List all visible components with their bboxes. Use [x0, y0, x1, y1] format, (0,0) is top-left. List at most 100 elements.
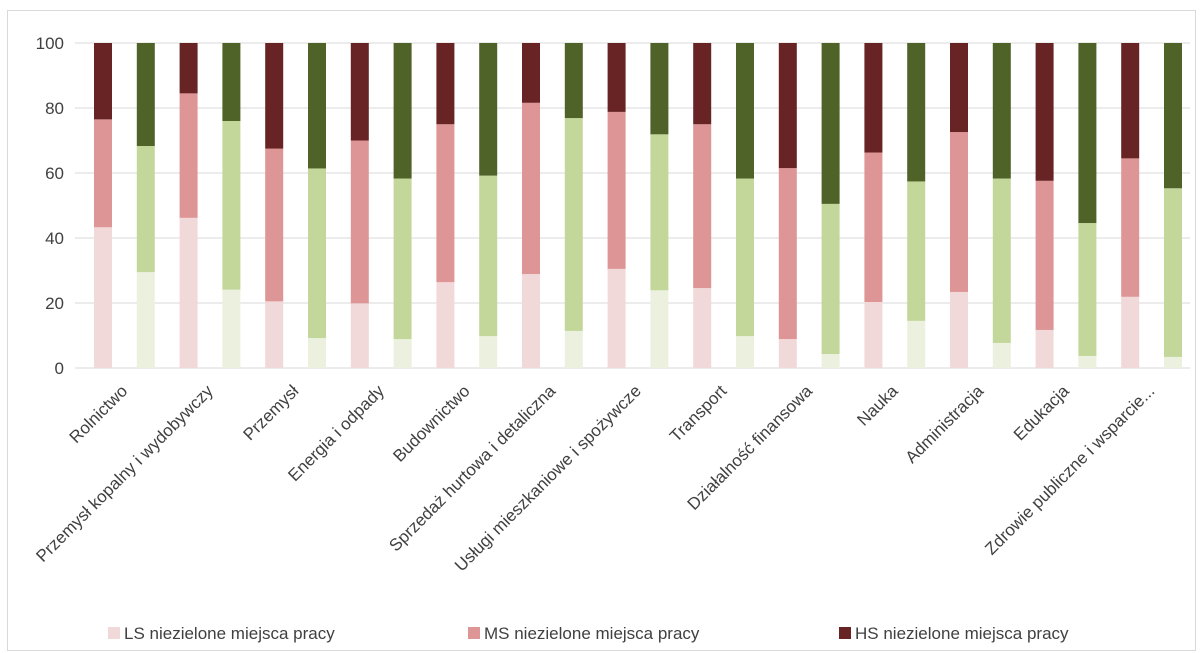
y-tick-label: 80	[45, 99, 64, 118]
bar-segment	[222, 289, 241, 368]
bar-segment	[821, 203, 840, 355]
y-tick-label: 0	[55, 359, 64, 378]
bar-segment	[778, 339, 797, 368]
bar-segment	[693, 124, 712, 289]
bar-segment	[393, 43, 412, 179]
bar-segment	[479, 336, 498, 368]
bar-segment	[907, 320, 926, 368]
category-label: Budownictwo	[389, 381, 473, 465]
category-label: Transport	[666, 381, 731, 446]
bar-segment	[736, 43, 754, 179]
legend-label: MS niezielone miejsca pracy	[484, 624, 700, 643]
bar-segment	[864, 43, 883, 153]
bar-segment	[436, 282, 455, 368]
bar-segment	[1035, 180, 1054, 330]
bar-segment	[1164, 43, 1182, 189]
y-tick-label: 20	[45, 294, 64, 313]
bar-segment	[479, 175, 498, 337]
bar-segment	[94, 43, 112, 120]
bar-segment	[607, 268, 626, 368]
category-label: Rolnictwo	[66, 381, 132, 447]
bar-segment	[1035, 43, 1054, 181]
category-label: Administracja	[902, 381, 988, 467]
bar-segment	[136, 43, 155, 147]
bar-segment	[136, 146, 155, 273]
bar-segment	[1078, 43, 1097, 224]
bar-segment	[1164, 356, 1182, 368]
bar-segment	[778, 168, 797, 340]
category-label: Sprzedaż hurtowa i detaliczna	[385, 381, 559, 555]
bar-segment	[265, 43, 284, 149]
y-axis: 0 20 40 60 80 100	[36, 34, 64, 378]
bar-segment	[522, 274, 540, 368]
category-label: Edukacja	[1010, 381, 1073, 444]
bar-segment	[479, 43, 498, 176]
bar-segment	[393, 339, 412, 368]
bar-segment	[222, 43, 241, 121]
bar-segment	[350, 43, 369, 141]
category-label: Przemysł kopalny i wydobywczy	[32, 381, 217, 566]
bar-segment	[907, 181, 926, 321]
bar-segment	[992, 342, 1011, 368]
bar-segment	[950, 43, 968, 133]
y-tick-label: 60	[45, 164, 64, 183]
y-tick-label: 100	[36, 34, 64, 53]
bar-segment	[650, 290, 669, 368]
category-label: Usługi mieszkaniowe i spożywcze	[451, 381, 645, 575]
bar-segment	[94, 119, 112, 228]
category-label: Nauka	[853, 381, 902, 430]
bar-segment	[1121, 43, 1140, 159]
bar-segment	[564, 330, 583, 368]
bar-segment	[564, 118, 583, 331]
bar-segment	[436, 43, 455, 125]
bar-segment	[650, 134, 669, 291]
bar-segment	[1078, 355, 1097, 368]
legend: LS niezielone miejsca pracy MS niezielone…	[108, 624, 1069, 643]
bar-segment	[821, 43, 840, 204]
bar-segment	[992, 178, 1011, 343]
bar-segment	[179, 217, 198, 368]
bar-segment	[393, 178, 412, 340]
bar-segment	[1164, 188, 1182, 357]
gridlines	[75, 42, 1190, 369]
legend-swatch	[468, 627, 480, 639]
bar-segment	[693, 288, 712, 368]
bar-segment	[607, 111, 626, 269]
bar-segment	[265, 148, 284, 302]
bar-segment	[736, 336, 754, 368]
bar-segment	[950, 291, 968, 368]
bar-segment	[350, 140, 369, 304]
bar-segment	[1121, 158, 1140, 297]
bar-segment	[136, 272, 155, 368]
legend-swatch	[108, 627, 120, 639]
legend-label: LS niezielone miejsca pracy	[124, 624, 335, 643]
bar-segment	[650, 43, 669, 135]
bar-segment	[693, 43, 712, 125]
bars	[94, 43, 1182, 368]
bar-segment	[1078, 223, 1097, 356]
bar-segment	[864, 302, 883, 368]
bar-segment	[350, 303, 369, 368]
bar-segment	[950, 132, 968, 292]
bar-segment	[564, 43, 583, 119]
category-label: Przemysł	[240, 381, 303, 444]
bar-segment	[308, 338, 326, 368]
bar-segment	[1035, 329, 1054, 368]
bar-segment	[864, 152, 883, 303]
bar-segment	[607, 43, 626, 112]
bar-segment	[94, 227, 112, 368]
bar-segment	[992, 43, 1011, 179]
bar-segment	[1121, 296, 1140, 368]
bar-segment	[308, 43, 326, 169]
bar-segment	[179, 93, 198, 218]
bar-segment	[179, 43, 198, 94]
legend-label: HS niezielone miejsca pracy	[855, 624, 1069, 643]
bar-segment	[821, 354, 840, 368]
bar-segment	[522, 43, 540, 103]
y-tick-label: 40	[45, 229, 64, 248]
bar-segment	[436, 124, 455, 283]
bar-segment	[308, 168, 326, 339]
bar-segment	[778, 43, 797, 169]
